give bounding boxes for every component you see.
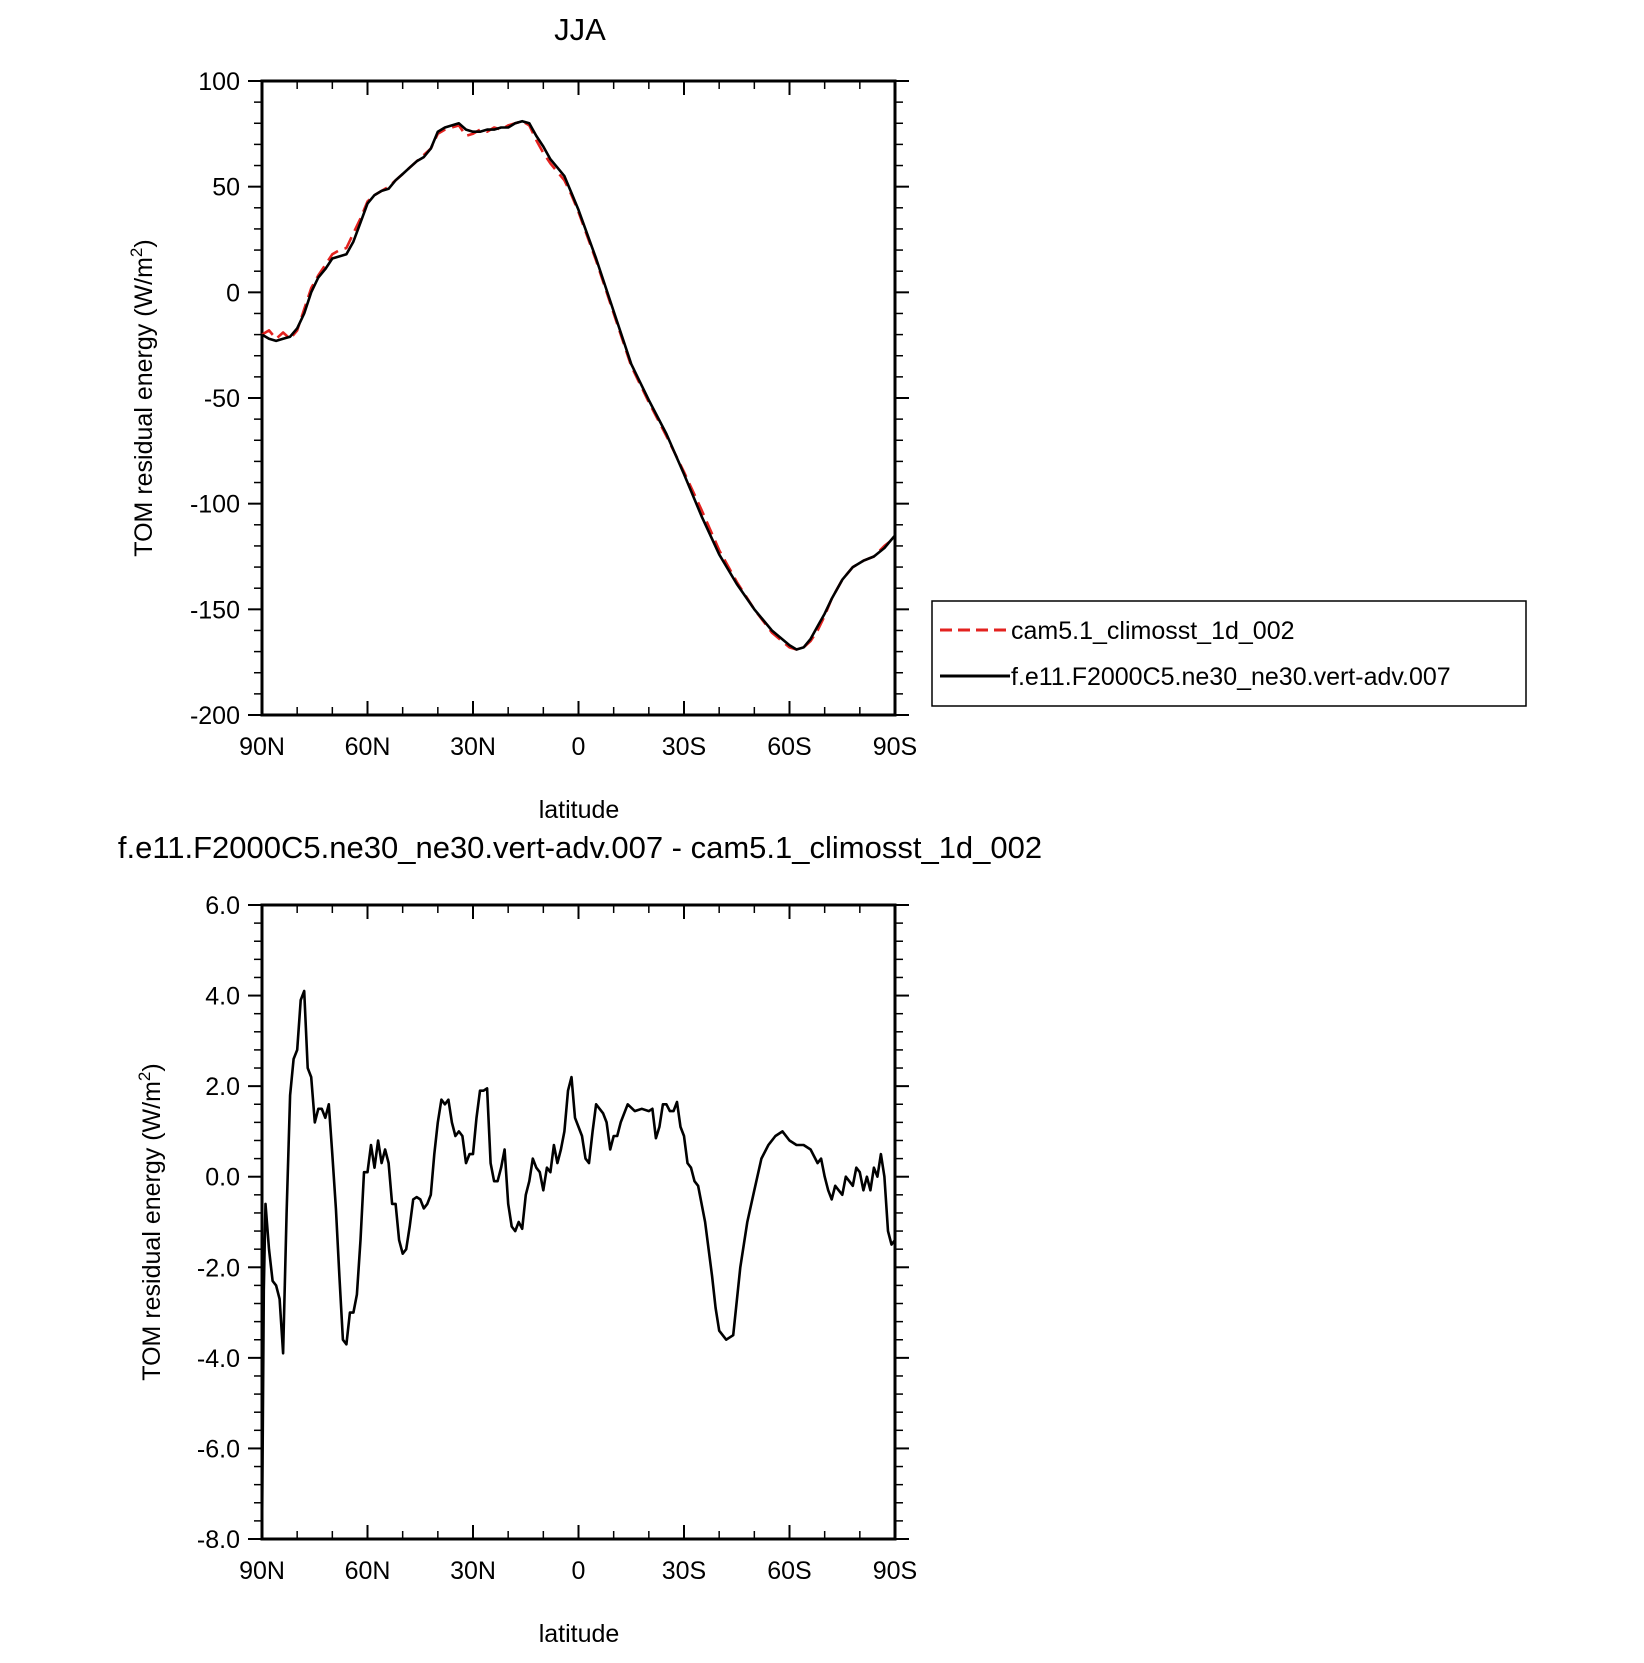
top-x-axis-title: latitude <box>539 796 620 824</box>
bottom-y-tick-label: 4.0 <box>205 983 240 1011</box>
bottom-plot: f.e11.F2000C5.ne30_ne30.vert-adv.007 - c… <box>118 830 1042 1648</box>
top-x-tick-label: 30N <box>450 733 496 761</box>
top-x-tick-label: 30S <box>662 733 706 761</box>
top-x-tick-label: 60S <box>767 733 811 761</box>
bottom-x-tick-label: 60S <box>767 1557 811 1585</box>
top-plot-frame <box>260 79 897 717</box>
bottom-y-tick-label: -4.0 <box>197 1345 240 1373</box>
bottom-series-line-0 <box>260 989 897 1540</box>
bottom-y-tick-label: 6.0 <box>205 892 240 920</box>
bottom-x-axis-title: latitude <box>539 1620 620 1648</box>
bottom-series-group <box>260 989 897 1540</box>
bottom-x-tick-label: 90S <box>873 1557 917 1585</box>
top-y-tick-label: -100 <box>190 491 240 519</box>
top-x-tick-label: 90S <box>873 733 917 761</box>
top-ticks-group: 90N 60N 30N 0 30S 60S 90S 100 50 0 -50 -100 -150 -200 <box>190 68 917 761</box>
bottom-y-tick-label: 2.0 <box>205 1073 240 1101</box>
bottom-x-tick-label: 90N <box>239 1557 285 1585</box>
bottom-y-tick-label: -6.0 <box>197 1435 240 1463</box>
top-y-tick-label: -150 <box>190 596 240 624</box>
top-y-axis-title: TOM residual energy (W/m2) <box>127 239 158 556</box>
legend-label-cam5: cam5.1_climosst_1d_002 <box>1011 617 1295 645</box>
legend-label-f-e11: f.e11.F2000C5.ne30_ne30.vert-adv.007 <box>1011 663 1451 691</box>
bottom-x-tick-label: 0 <box>572 1557 586 1585</box>
bottom-x-tick-label: 30S <box>662 1557 706 1585</box>
top-series-group <box>261 119 896 651</box>
top-y-tick-label: 100 <box>198 68 240 96</box>
top-plot: JJA 90N 60N 30N 0 30S 60S 90S 100 50 0 -50 -100 -150… <box>127 12 1527 824</box>
top-y-tick-label: -200 <box>190 702 240 730</box>
top-y-tick-label: -50 <box>204 385 240 413</box>
bottom-y-axis-title: TOM residual energy (W/m2) <box>135 1063 166 1380</box>
bottom-ticks-group: 90N 60N 30N 0 30S 60S 90S 6.0 4.0 2.0 0.0 -2.0 -4.0 -… <box>197 892 917 1585</box>
bottom-y-tick-label: 0.0 <box>205 1164 240 1192</box>
bottom-plot-title: f.e11.F2000C5.ne30_ne30.vert-adv.007 - c… <box>118 830 1042 865</box>
top-series-line-1 <box>261 119 896 651</box>
bottom-plot-frame <box>260 903 897 1541</box>
top-x-tick-label: 0 <box>572 733 586 761</box>
bottom-x-tick-label: 60N <box>345 1557 391 1585</box>
top-y-tick-label: 0 <box>226 279 240 307</box>
bottom-y-tick-label: -8.0 <box>197 1526 240 1554</box>
bottom-y-tick-label: -2.0 <box>197 1254 240 1282</box>
top-plot-title: JJA <box>554 12 606 47</box>
top-series-line-0 <box>261 119 896 651</box>
top-x-tick-label: 90N <box>239 733 285 761</box>
legend: cam5.1_climosst_1d_002 f.e11.F2000C5.ne3… <box>931 600 1527 707</box>
legend-box <box>931 600 1527 707</box>
bottom-x-tick-label: 30N <box>450 1557 496 1585</box>
top-y-tick-label: 50 <box>212 174 240 202</box>
top-x-tick-label: 60N <box>345 733 391 761</box>
